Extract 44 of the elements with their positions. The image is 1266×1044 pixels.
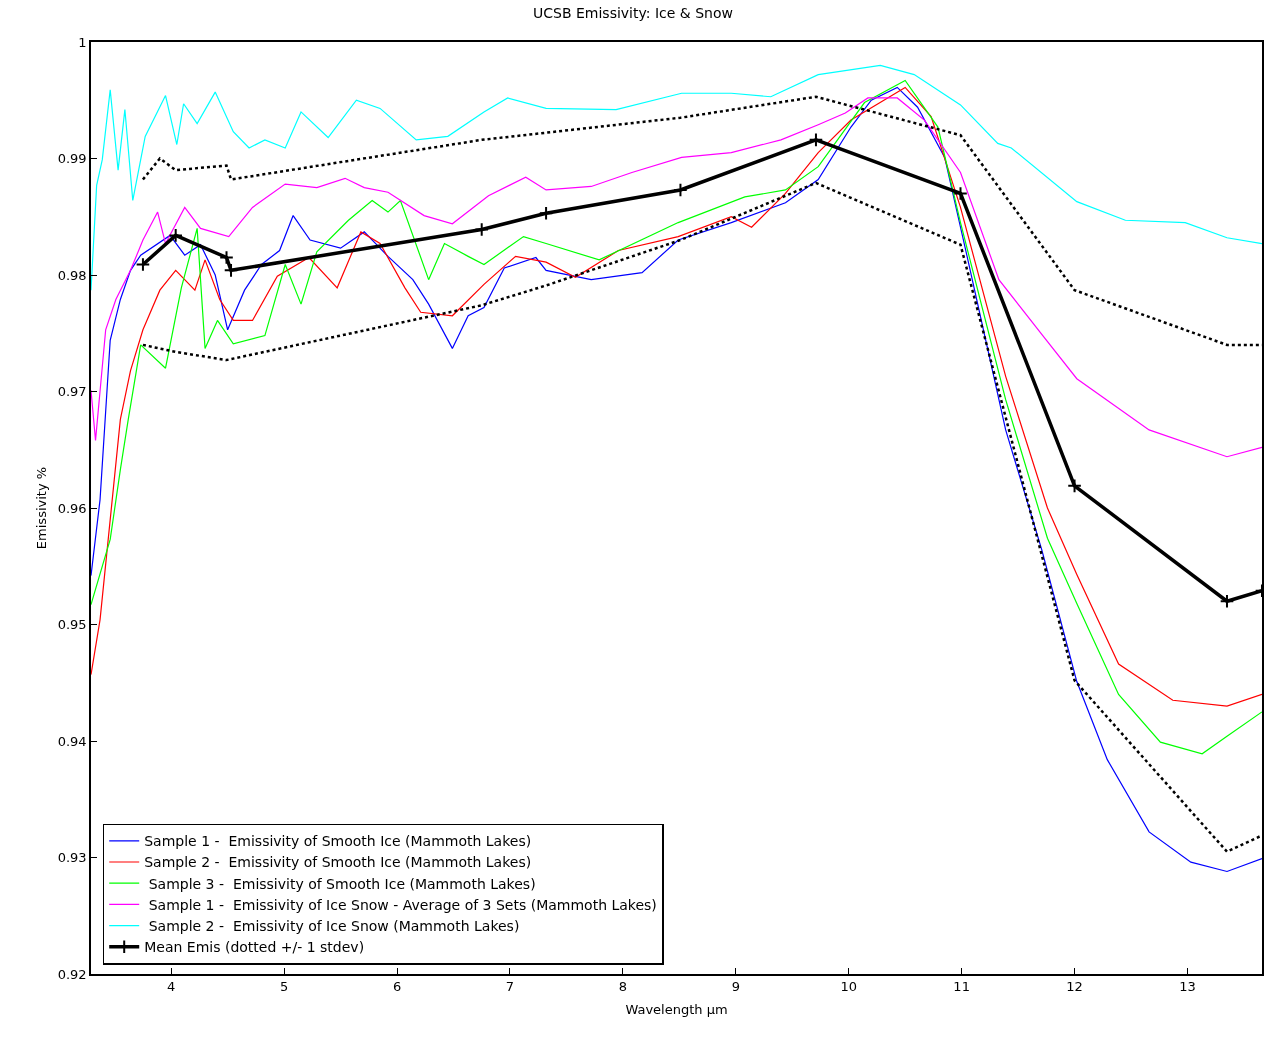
y-axis-title: Emissivity % [34,466,50,550]
x-axis-title: Wavelength µm [625,1002,728,1018]
x-tick-label: 9 [731,979,740,995]
x-tick-label: 4 [167,979,176,995]
legend-label: Mean Emis (dotted +/- 1 stdev) [144,939,365,956]
point [223,263,239,278]
legend-label: Sample 3 - Emissivity of Smooth Ice (Mammoth Lakes) [144,875,536,892]
y-tick-label: 0.96 [57,500,87,516]
x-tick-label: 13 [1179,979,1196,995]
point [135,257,151,272]
line-series [141,95,1262,347]
x-tick-label: 11 [953,979,970,995]
line-series [91,97,1262,458]
legend-label: Sample 1 - Emissivity of Ice Snow - Average of 3 Sets (Mammoth Lakes) [144,896,657,913]
y-tick-label: 1 [78,34,87,50]
legend-label: Sample 2 - Emissivity of Ice Snow (Mammoth Lakes) [144,918,520,935]
y-tick-label: 0.94 [57,733,87,749]
y-tick-label: 0.95 [57,617,87,633]
y-tick-label: 0.93 [57,850,87,866]
point [1219,593,1235,609]
y-tick-label: 0.97 [57,384,87,400]
point [808,132,824,148]
point [474,222,490,237]
x-tick-label: 6 [392,979,402,995]
y-tick-label: 0.99 [57,151,87,167]
point [1067,478,1082,494]
x-tick-label: 7 [505,979,515,995]
point [219,250,234,265]
legend-label: Sample 1 - Emissivity of Smooth Ice (Mammoth Lakes) [144,833,532,850]
x-tick-label: 10 [840,979,857,995]
point [168,228,183,243]
point [538,205,554,221]
x-tick-label: 5 [279,979,289,995]
y-tick-label: 0.92 [57,966,87,982]
y-tick-label: 0.98 [57,267,87,283]
line-series [91,64,1262,291]
point [953,186,968,201]
x-tick-label: 12 [1066,979,1083,995]
line-series [141,181,1262,853]
line-series [91,86,1262,873]
point [673,182,688,198]
legend-label: Sample 2 - Emissivity of Smooth Ice (Mammoth Lakes) [144,854,532,871]
x-tick-label: 8 [618,979,627,995]
chart-title: UCSB Emissivity: Ice & Snow [533,5,733,22]
